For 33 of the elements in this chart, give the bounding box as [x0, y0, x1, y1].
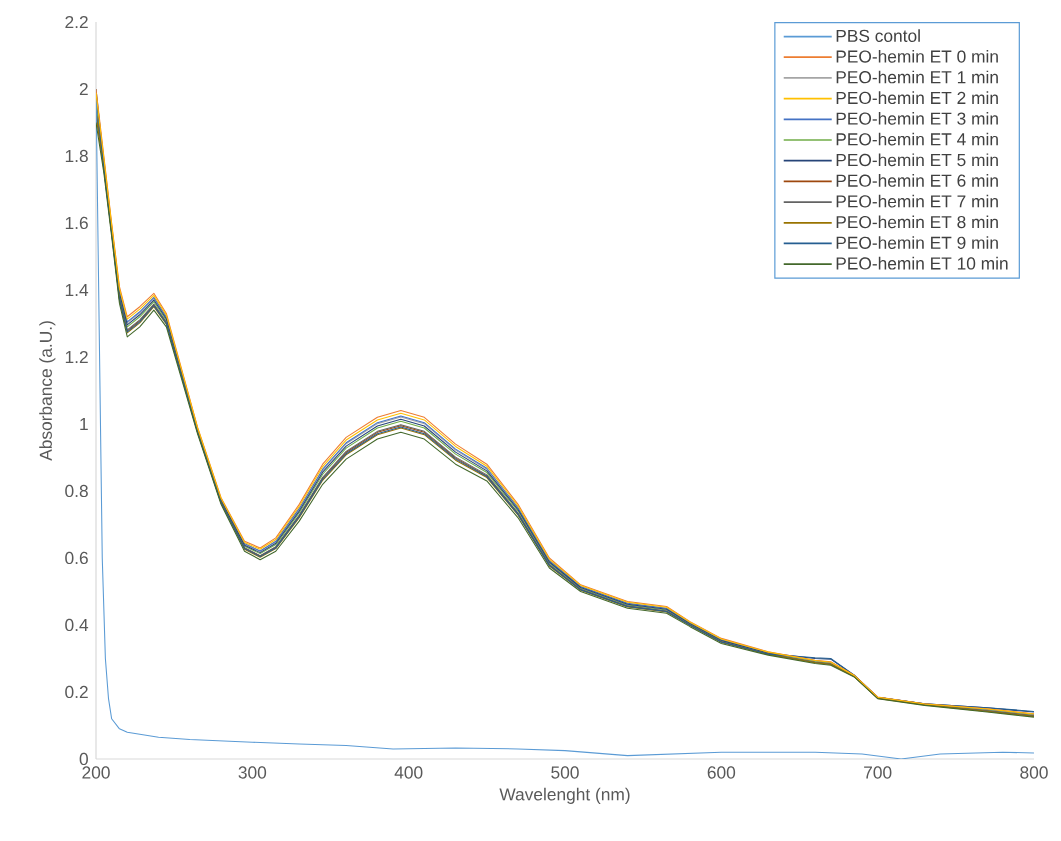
y-tick-label: 2 [79, 82, 88, 96]
legend-label: PEO-hemin ET 2 min [836, 91, 998, 105]
legend-label: PEO-hemin ET 0 min [836, 49, 998, 63]
legend-label: PEO-hemin ET 8 min [836, 215, 998, 229]
y-tick-label: 2.2 [65, 15, 88, 29]
y-tick-label: 0.6 [65, 551, 88, 565]
legend-label: PEO-hemin ET 7 min [836, 194, 998, 208]
legend-label: PEO-hemin ET 9 min [836, 236, 998, 249]
y-tick-label: 1.4 [65, 284, 89, 296]
y-tick-label: 1.2 [65, 350, 88, 364]
x-tick-label: 400 [394, 766, 423, 779]
y-tick-label: 0.2 [65, 685, 88, 699]
x-tick-label: 300 [238, 766, 267, 779]
x-tick-label: 700 [864, 766, 892, 779]
x-tick-label: 800 [1020, 766, 1048, 779]
legend-label: PEO-hemin ET 4 min [836, 132, 998, 146]
legend-label: PEO-hemin ET 3 min [836, 112, 998, 125]
y-tick-label: 1.6 [65, 216, 88, 230]
legend-label: PEO-hemin ET 10 min [836, 256, 1008, 270]
legend-label: PEO-hemin ET 6 min [836, 174, 998, 187]
x-axis-title: Wavelenght (nm) [499, 787, 630, 804]
y-axis-title: Absorbance (a.U.) [39, 321, 56, 461]
y-tick-label: 0.4 [65, 618, 89, 632]
y-tick-label: 0.8 [65, 484, 88, 498]
y-tick-label: 0 [79, 752, 88, 766]
x-tick-label: 200 [82, 766, 110, 779]
legend-label: PBS contol [836, 29, 920, 42]
x-tick-label: 500 [551, 766, 579, 779]
y-tick-label: 1 [80, 418, 88, 430]
legend-label: PEO-hemin ET 5 min [836, 153, 998, 167]
y-tick-label: 1.8 [65, 149, 88, 163]
x-tick-label: 600 [707, 766, 736, 779]
legend-label: PEO-hemin ET 1 min [836, 70, 998, 84]
